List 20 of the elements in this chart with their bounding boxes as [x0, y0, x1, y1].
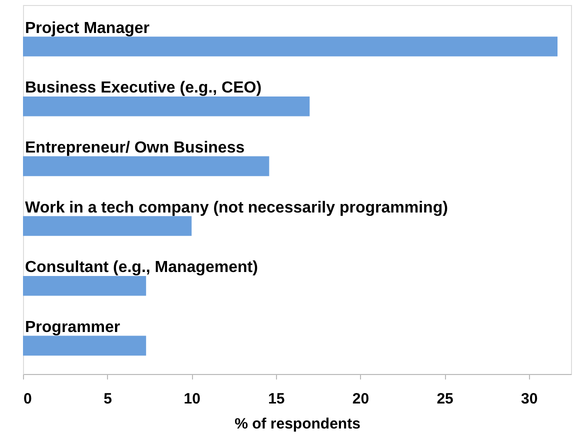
- x-tick-label: 5: [104, 390, 112, 408]
- x-tick-label: 30: [521, 390, 538, 408]
- bar: [23, 96, 310, 116]
- bar: [23, 336, 146, 356]
- y-tick-label: Work in a tech company (not necessarily programming): [25, 199, 448, 216]
- y-tick-label: Business Executive (e.g., CEO): [25, 80, 262, 97]
- y-tick-label: Programmer: [25, 318, 120, 336]
- bar: [23, 36, 558, 56]
- bar: [23, 276, 146, 296]
- x-tick-label: 20: [352, 390, 370, 408]
- y-tick-label: Project Manager: [25, 20, 150, 37]
- bar: [23, 216, 192, 236]
- x-tick-label: 15: [268, 390, 285, 408]
- x-axis-title: % of respondents: [234, 416, 360, 432]
- x-tick-label: 10: [184, 390, 200, 408]
- x-tick-label: 0: [24, 390, 32, 408]
- x-tick-label: 25: [436, 390, 454, 408]
- bar: [23, 156, 270, 176]
- y-tick-label: Entrepreneur/ Own Business: [25, 139, 245, 156]
- y-tick-label: Consultant (e.g., Management): [25, 259, 258, 276]
